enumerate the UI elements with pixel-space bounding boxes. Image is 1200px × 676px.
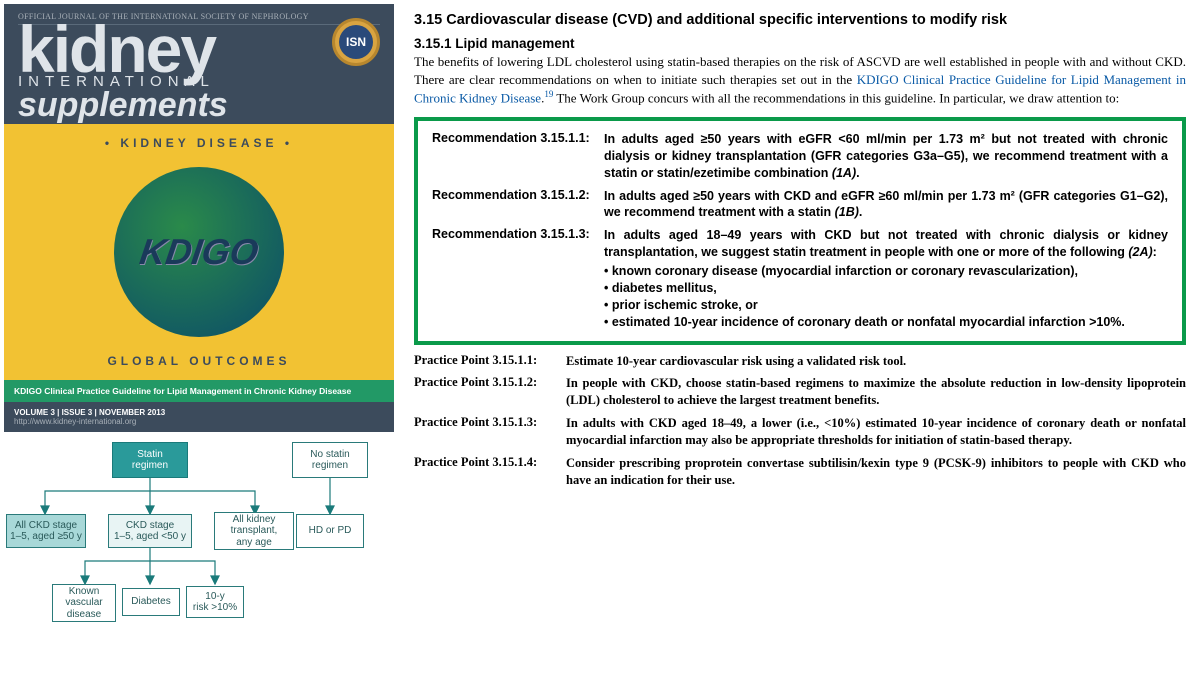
practice-points: Practice Point 3.15.1.1:Estimate 10-year…	[414, 353, 1186, 489]
para-b: The Work Group concurs with all the reco…	[553, 90, 1119, 105]
isn-text: ISN	[339, 25, 373, 59]
recommendations-box: Recommendation 3.15.1.1:In adults aged ≥…	[414, 117, 1186, 345]
intro-paragraph: The benefits of lowering LDL cholesterol…	[414, 53, 1186, 107]
pp-text: Consider prescribing proprotein converta…	[566, 455, 1186, 489]
node-nostatin: No statin regimen	[292, 442, 368, 478]
node-b1: All CKD stage 1–5, aged ≥50 y	[6, 514, 86, 548]
isn-badge-icon: ISN	[332, 18, 380, 66]
cover-header: OFFICIAL JOURNAL OF THE INTERNATIONAL SO…	[4, 4, 394, 124]
rec-label: Recommendation 3.15.1.2:	[432, 188, 604, 222]
rec-bullet: estimated 10-year incidence of coronary …	[604, 314, 1168, 331]
kdigo-logo-text: KDIGO	[137, 231, 261, 273]
section-heading: 3.15 Cardiovascular disease (CVD) and ad…	[414, 12, 1186, 28]
right-column: 3.15 Cardiovascular disease (CVD) and ad…	[400, 0, 1200, 675]
flowchart: Statin regimen No statin regimen All CKD…	[0, 436, 400, 675]
title-supplements: supplements	[18, 90, 380, 121]
recommendation: Recommendation 3.15.1.1:In adults aged ≥…	[432, 131, 1168, 182]
node-b3: All kidney transplant, any age	[214, 512, 294, 550]
practice-point: Practice Point 3.15.1.4:Consider prescri…	[414, 455, 1186, 489]
pp-label: Practice Point 3.15.1.4:	[414, 455, 566, 489]
rec-bullet: diabetes mellitus,	[604, 280, 1168, 297]
pp-text: In people with CKD, choose statin-based …	[566, 375, 1186, 409]
subsection-heading: 3.15.1 Lipid management	[414, 36, 1186, 51]
pp-text: In adults with CKD aged 18–49, a lower (…	[566, 415, 1186, 449]
cover-strip: KDIGO Clinical Practice Guideline for Li…	[4, 380, 394, 402]
practice-point: Practice Point 3.15.1.3:In adults with C…	[414, 415, 1186, 449]
pp-label: Practice Point 3.15.1.3:	[414, 415, 566, 449]
practice-point: Practice Point 3.15.1.1:Estimate 10-year…	[414, 353, 1186, 370]
pp-label: Practice Point 3.15.1.1:	[414, 353, 566, 370]
rec-text: In adults aged ≥50 years with CKD and eG…	[604, 188, 1168, 222]
node-c3: 10-y risk >10%	[186, 586, 244, 618]
pp-label: Practice Point 3.15.1.2:	[414, 375, 566, 409]
node-c2: Diabetes	[122, 588, 180, 616]
rec-label: Recommendation 3.15.1.1:	[432, 131, 604, 182]
rec-text: In adults aged 18–49 years with CKD but …	[604, 227, 1168, 330]
title-kidney: kidney	[18, 25, 380, 75]
volume-issue: VOLUME 3 | ISSUE 3 | NOVEMBER 2013	[14, 408, 165, 417]
arc-bottom: GLOBAL OUTCOMES	[4, 354, 394, 368]
node-c1: Known vascular disease	[52, 584, 116, 622]
node-b4: HD or PD	[296, 514, 364, 548]
journal-url: http://www.kidney-international.org	[14, 417, 136, 426]
recommendation: Recommendation 3.15.1.3:In adults aged 1…	[432, 227, 1168, 330]
left-column: OFFICIAL JOURNAL OF THE INTERNATIONAL SO…	[0, 0, 400, 675]
recommendation: Recommendation 3.15.1.2:In adults aged ≥…	[432, 188, 1168, 222]
rec-bullet: prior ischemic stroke, or	[604, 297, 1168, 314]
journal-cover: OFFICIAL JOURNAL OF THE INTERNATIONAL SO…	[4, 4, 394, 432]
arc-top: • KIDNEY DISEASE •	[4, 136, 394, 150]
masthead: kidney INTERNATIONAL supplements	[18, 25, 380, 120]
cover-graphic: • KIDNEY DISEASE • KDIGO GLOBAL OUTCOMES	[4, 124, 394, 380]
node-statin: Statin regimen	[112, 442, 188, 478]
cover-footer: VOLUME 3 | ISSUE 3 | NOVEMBER 2013 http:…	[4, 402, 394, 432]
pp-text: Estimate 10-year cardiovascular risk usi…	[566, 353, 1186, 370]
rec-label: Recommendation 3.15.1.3:	[432, 227, 604, 330]
rec-text: In adults aged ≥50 years with eGFR <60 m…	[604, 131, 1168, 182]
globe-icon: KDIGO	[114, 167, 284, 337]
reference-19[interactable]: 19	[544, 89, 553, 99]
rec-bullet: known coronary disease (myocardial infar…	[604, 263, 1168, 280]
practice-point: Practice Point 3.15.1.2:In people with C…	[414, 375, 1186, 409]
node-b2: CKD stage 1–5, aged <50 y	[108, 514, 192, 548]
